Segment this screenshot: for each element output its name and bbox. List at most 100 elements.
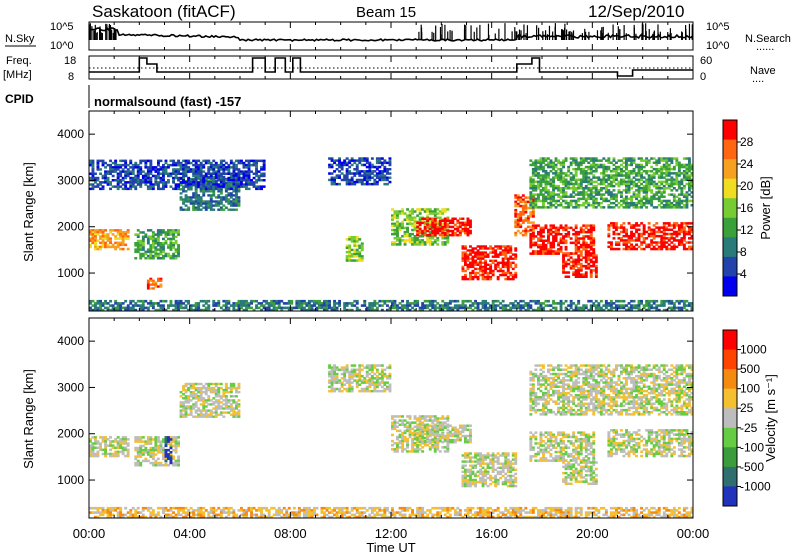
heatmap-cell (506, 308, 510, 312)
heatmap-cell (589, 308, 593, 312)
heatmap-cell (677, 239, 681, 242)
heatmap-cell (184, 185, 188, 188)
heatmap-cell (232, 194, 236, 197)
heatmap-cell (416, 241, 420, 244)
heatmap-cell (557, 204, 560, 207)
heatmap-cell (207, 170, 211, 173)
heatmap-cell (610, 245, 613, 249)
heatmap-cell (574, 248, 578, 251)
heatmap-cell (549, 226, 553, 230)
heatmap-cell (146, 281, 150, 284)
heatmap-cell (572, 187, 576, 190)
heatmap-cell (353, 255, 357, 258)
heatmap-cell (396, 230, 399, 234)
heatmap-cell (124, 438, 128, 441)
heatmap-cell (612, 189, 616, 192)
heatmap-cell (139, 455, 143, 458)
heatmap-cell (514, 249, 518, 252)
heatmap-cell (204, 208, 208, 211)
heatmap-cell (237, 176, 241, 180)
heatmap-cell (514, 275, 518, 279)
heatmap-cell (542, 204, 545, 207)
heatmap-cell (217, 185, 221, 188)
heatmap-cell (403, 243, 407, 246)
heatmap-cell (534, 201, 538, 205)
heatmap-cell (579, 187, 583, 190)
heatmap-cell (212, 170, 216, 173)
heatmap-cell (615, 172, 618, 175)
heatmap-cell (187, 166, 191, 169)
heatmap-cell (655, 159, 659, 162)
heatmap-cell (630, 195, 633, 198)
heatmap-cell (247, 187, 251, 191)
heatmap-cell (406, 232, 409, 236)
heatmap-cell (441, 237, 445, 240)
heatmap-cell (413, 228, 417, 232)
heatmap-cell (589, 189, 593, 192)
heatmap-cell (104, 170, 107, 173)
heatmap-cell (433, 299, 437, 303)
heatmap-cell (358, 178, 362, 182)
heatmap-cell (677, 180, 681, 184)
heatmap-cell (156, 248, 160, 251)
heatmap-cell (637, 180, 641, 184)
heatmap-cell (438, 210, 442, 213)
heatmap-cell (89, 163, 92, 167)
heatmap-cell (368, 163, 372, 167)
heatmap-cell (141, 440, 145, 443)
heatmap-cell (91, 446, 95, 449)
heatmap-cell (413, 210, 417, 213)
heatmap-cell (680, 224, 684, 227)
heatmap-cell (134, 308, 138, 312)
heatmap-cell (584, 193, 588, 196)
heatmap-cell (146, 250, 150, 254)
heatmap-cell (615, 204, 618, 207)
heatmap-cell (630, 182, 633, 186)
heatmap-cell (297, 306, 301, 310)
heatmap-cell (177, 250, 180, 254)
heatmap-cell (157, 172, 160, 175)
heatmap-cell (667, 184, 671, 188)
heatmap-cell (476, 253, 480, 256)
heatmap-cell (537, 302, 540, 305)
heatmap-cell (418, 208, 422, 211)
heatmap-cell (451, 219, 455, 222)
heatmap-cell (610, 222, 613, 225)
heatmap-cell (156, 242, 160, 245)
heatmap-cell (557, 184, 560, 188)
heatmap-cell (602, 180, 606, 184)
heatmap-cell (559, 167, 563, 171)
heatmap-cell (471, 263, 475, 266)
heatmap-cell (552, 163, 555, 167)
heatmap-cell (645, 163, 649, 167)
heatmap-cell (458, 233, 462, 237)
heatmap-cell (572, 206, 576, 209)
heatmap-cell (662, 304, 666, 307)
heatmap-cell (345, 178, 349, 182)
heatmap-cell (219, 179, 223, 182)
heatmap-cell (260, 172, 263, 175)
heatmap-cell (625, 199, 628, 203)
heatmap-cell (182, 179, 185, 182)
heatmap-cell (670, 234, 674, 238)
heatmap-cell (602, 157, 606, 160)
heatmap-cell (630, 187, 633, 190)
heatmap-cell (149, 438, 153, 441)
heatmap-cell (413, 302, 417, 305)
heatmap-cell (531, 308, 535, 312)
heatmap-cell (333, 308, 336, 312)
heatmap-cell (194, 308, 198, 312)
heatmap-cell (474, 247, 477, 250)
heatmap-cell (199, 174, 203, 178)
heatmap-cell (146, 166, 150, 169)
heatmap-cell (670, 299, 674, 303)
heatmap-cell (682, 193, 686, 196)
heatmap-cell (156, 235, 160, 238)
heatmap-cell (252, 163, 256, 167)
heatmap-cell (574, 161, 578, 164)
heatmap-cell (169, 242, 173, 245)
heatmap-cell (396, 308, 399, 312)
heatmap-cell (511, 267, 515, 271)
heatmap-cell (539, 306, 543, 310)
heatmap-cell (177, 163, 180, 167)
